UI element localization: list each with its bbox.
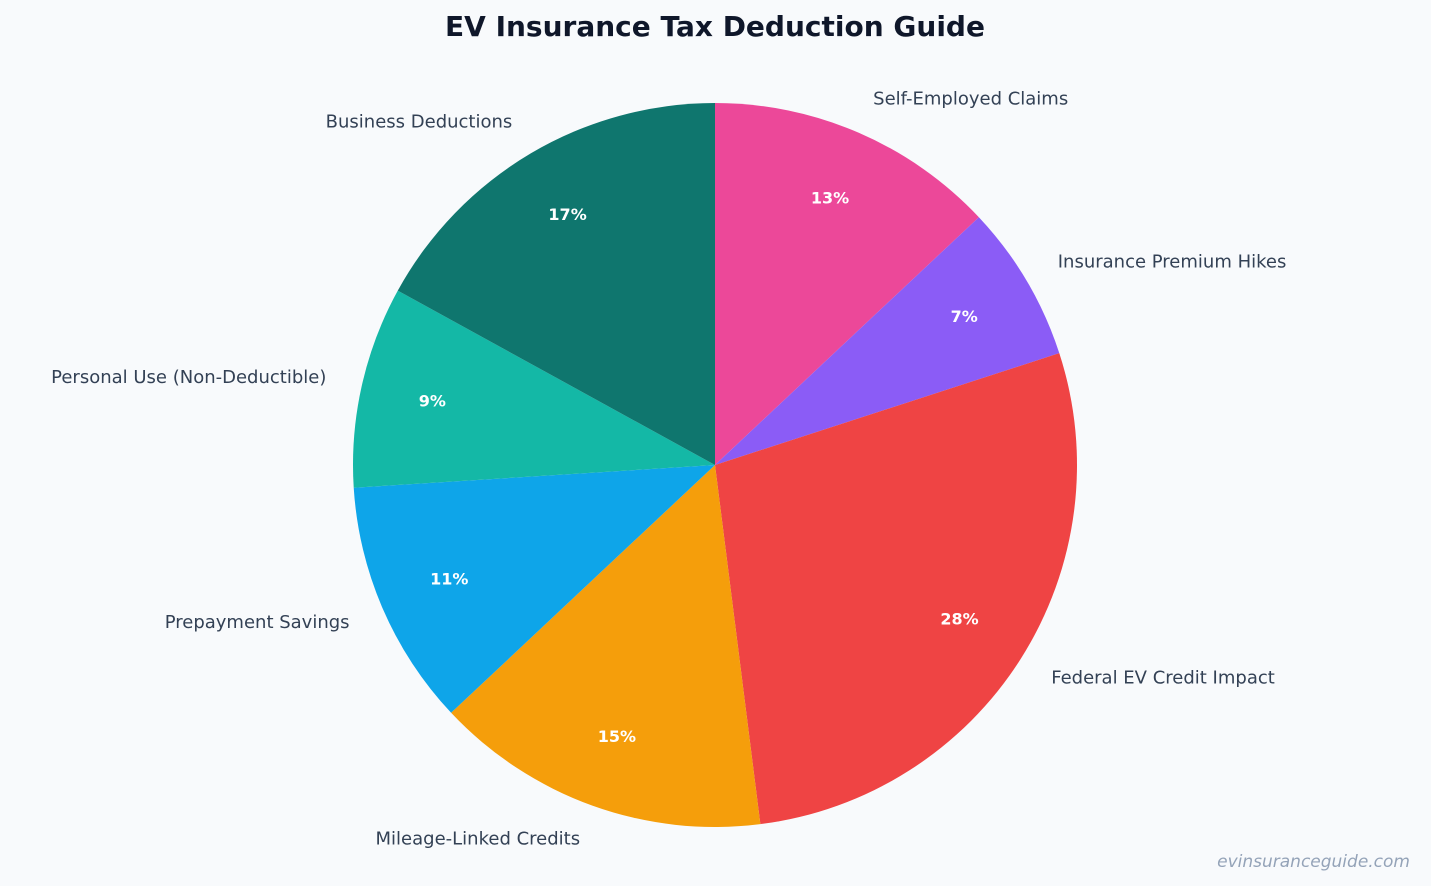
slice-label: Self-Employed Claims — [873, 89, 1068, 110]
chart-title: EV Insurance Tax Deduction Guide — [445, 10, 985, 43]
slice-label: Business Deductions — [326, 111, 513, 132]
value-label: 13% — [811, 189, 849, 208]
slice-label: Mileage-Linked Credits — [376, 829, 581, 850]
value-label: 17% — [548, 205, 586, 224]
value-label: 9% — [419, 391, 446, 410]
pie-slice — [353, 290, 715, 488]
slice-label: Personal Use (Non-Deductible) — [51, 367, 326, 388]
pie-slice — [715, 353, 1077, 825]
pie-slice — [451, 465, 761, 827]
value-label: 11% — [430, 570, 468, 589]
value-label: 7% — [951, 307, 978, 326]
value-label: 15% — [598, 727, 636, 746]
pie-slice — [353, 465, 715, 713]
slice-label: Federal EV Credit Impact — [1051, 667, 1275, 688]
slice-label: Prepayment Savings — [165, 612, 350, 633]
value-label: 28% — [940, 610, 978, 629]
pie-slice — [715, 103, 979, 465]
pie-slice — [715, 217, 1060, 465]
slice-label: Insurance Premium Hikes — [1058, 251, 1287, 272]
pie-slice — [397, 103, 715, 465]
watermark: evinsuranceguide.com — [1217, 852, 1410, 872]
